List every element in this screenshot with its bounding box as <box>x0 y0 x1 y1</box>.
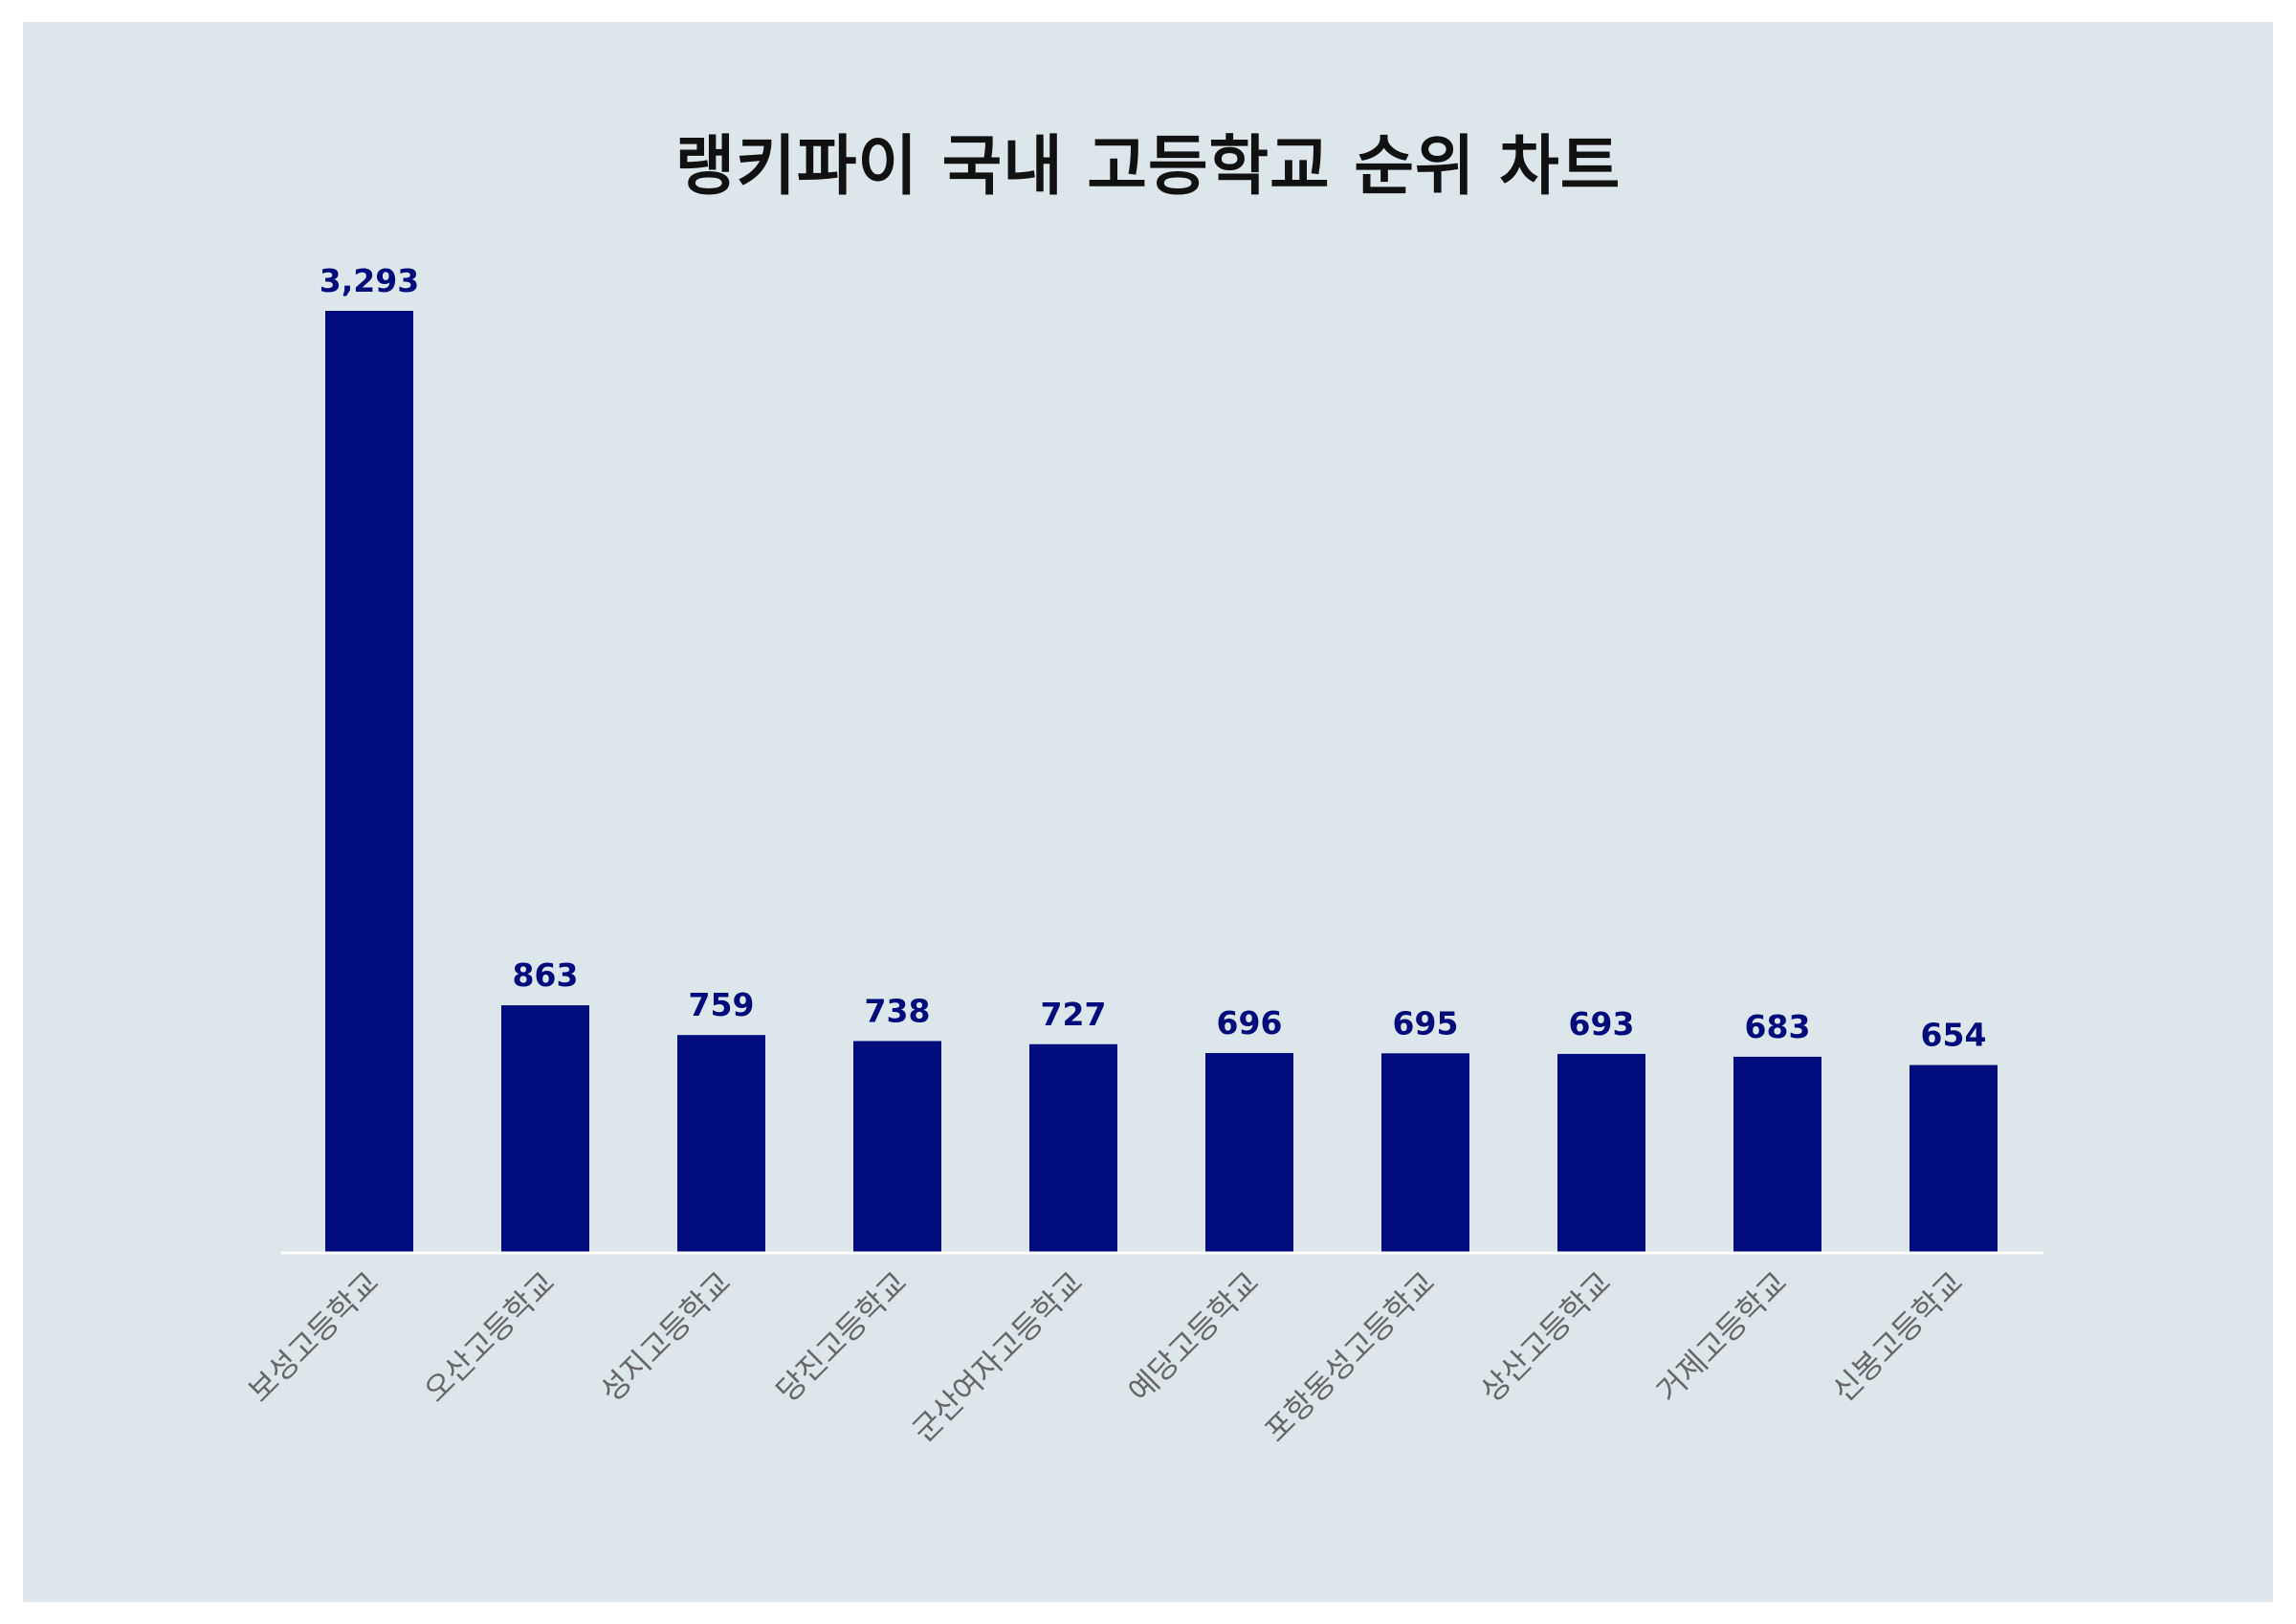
bar-10 <box>1910 1064 1998 1252</box>
x-tick-label-7: 포항동성고등학교 <box>1257 1264 1442 1449</box>
value-label-1: 3,293 <box>320 262 419 299</box>
bar-3 <box>677 1035 765 1252</box>
value-label-8: 693 <box>1569 1005 1635 1042</box>
x-tick-label-2: 오산고등학교 <box>417 1264 563 1410</box>
value-label-7: 695 <box>1393 1004 1459 1042</box>
bar-7 <box>1381 1053 1469 1252</box>
value-labels-layer: 3,293 863 759 738 727 696 695 693 683 654 <box>320 262 1987 1054</box>
bar-1 <box>325 311 413 1252</box>
value-label-4: 738 <box>865 992 931 1029</box>
bar-8 <box>1557 1053 1645 1252</box>
x-tick-label-3: 성지고등학교 <box>593 1264 739 1410</box>
x-tick-label-5: 군산여자고등학교 <box>905 1264 1090 1449</box>
value-label-5: 727 <box>1041 996 1107 1033</box>
value-label-9: 683 <box>1745 1008 1811 1045</box>
bar-2 <box>501 1005 589 1252</box>
value-label-3: 759 <box>689 986 755 1023</box>
x-tick-label-9: 거제고등학교 <box>1649 1264 1795 1410</box>
bars-layer <box>325 311 1998 1252</box>
bar-9 <box>1733 1056 1821 1252</box>
x-tick-label-6: 예당고등학교 <box>1121 1264 1267 1410</box>
x-tick-label-1: 보성고등학교 <box>241 1264 386 1410</box>
bar-4 <box>853 1041 941 1252</box>
bar-5 <box>1029 1043 1117 1252</box>
chart-title: 랭키파이 국내 고등학교 순위 차트 <box>674 129 1622 205</box>
x-tick-label-8: 상산고등학교 <box>1473 1264 1619 1410</box>
value-label-6: 696 <box>1217 1004 1283 1042</box>
value-label-10: 654 <box>1921 1017 1987 1054</box>
value-label-2: 863 <box>513 956 579 994</box>
x-tick-label-10: 신봉고등학교 <box>1825 1264 1971 1410</box>
bar-6 <box>1205 1053 1293 1252</box>
x-tick-label-4: 당진고등학교 <box>769 1264 915 1410</box>
